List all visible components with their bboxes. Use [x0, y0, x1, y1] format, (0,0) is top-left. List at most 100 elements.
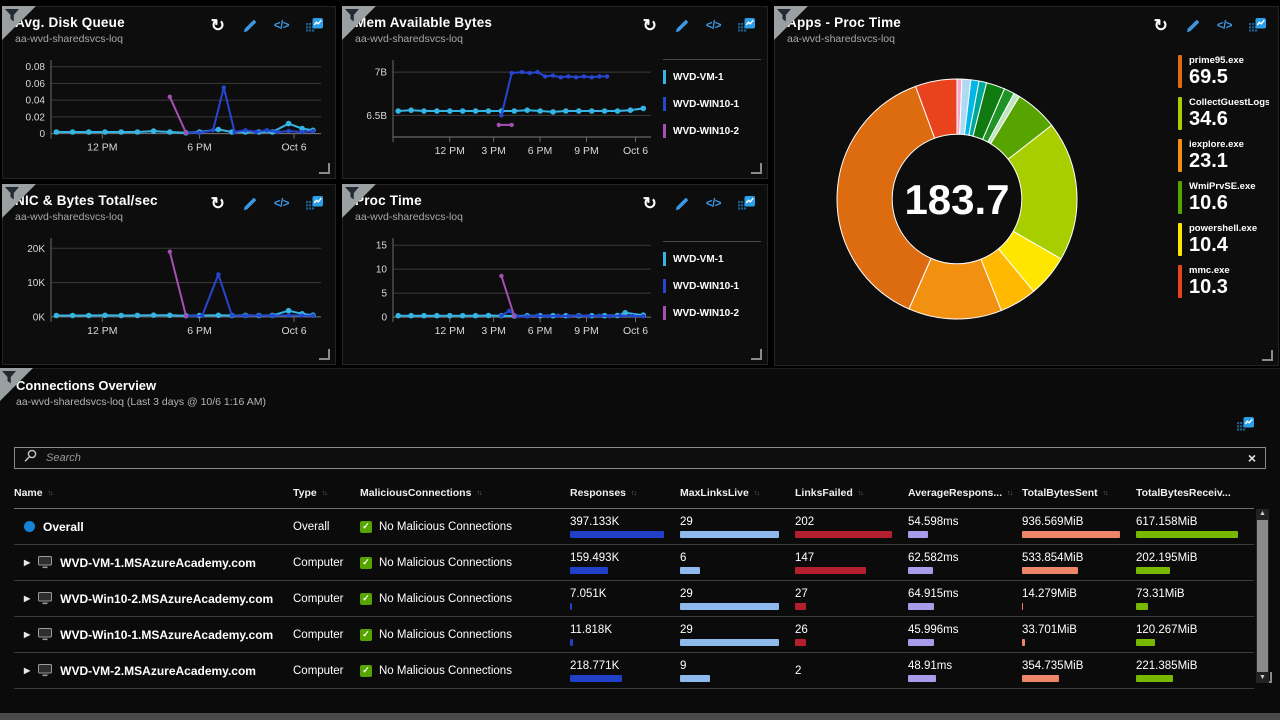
svg-text:0K: 0K [33, 312, 46, 323]
code-icon[interactable]: </> [705, 198, 722, 210]
column-header[interactable]: TotalBytesSent ↑↓ [1022, 487, 1109, 499]
donut-legend-item[interactable]: powershell.exe 10.4 [1178, 223, 1270, 256]
code-icon[interactable]: </> [273, 198, 290, 210]
edit-icon[interactable] [674, 19, 689, 34]
metric-value: 27 [795, 588, 808, 600]
table-row[interactable]: Overall Overall ✓ No Malicious Connections 3… [14, 509, 1254, 545]
legend-item[interactable]: WVD-VM-1 [663, 70, 761, 84]
metric-bar [908, 603, 934, 610]
tile-nic-bytes-total: NIC & Bytes Total/sec aa-wvd-sharedsvcs-… [2, 184, 336, 365]
open-in-logs-icon[interactable] [738, 18, 755, 34]
sort-icon[interactable]: ↑↓ [476, 489, 482, 497]
expand-chevron-icon[interactable]: ▶ [24, 666, 31, 675]
metric-bar [795, 639, 806, 646]
tile-subtitle: aa-wvd-sharedsvcs-loq [355, 33, 463, 45]
code-icon[interactable]: </> [1216, 20, 1233, 32]
donut-legend-item[interactable]: mmc.exe 10.3 [1178, 265, 1270, 298]
donut-legend-item[interactable]: CollectGuestLogs...34.6 [1178, 97, 1270, 130]
resize-handle[interactable] [319, 163, 330, 174]
filter-funnel-icon[interactable] [0, 368, 33, 402]
sort-icon[interactable]: ↑↓ [631, 489, 637, 497]
donut-legend-item[interactable]: iexplore.exe 23.1 [1178, 139, 1270, 172]
filter-funnel-icon[interactable] [342, 184, 376, 218]
metric-cell: 936.569MiB [1022, 515, 1136, 538]
edit-icon[interactable] [1185, 19, 1200, 34]
filter-funnel-icon[interactable] [774, 6, 808, 40]
column-header[interactable]: TotalBytesReceiv... [1136, 487, 1231, 499]
filter-funnel-icon[interactable] [2, 6, 36, 40]
column-header[interactable]: LinksFailed ↑↓ [795, 487, 864, 499]
row-name-cell[interactable]: ▶ WVD-VM-2.MSAzureAcademy.com [14, 664, 293, 678]
column-header[interactable]: Responses ↑↓ [570, 487, 637, 499]
donut-legend-item[interactable]: prime95.exe 69.5 [1178, 55, 1270, 88]
sort-icon[interactable]: ↑↓ [1102, 489, 1109, 497]
filter-funnel-icon[interactable] [342, 6, 376, 40]
legend-item[interactable]: WVD-WIN10-2 [663, 306, 761, 320]
donut-legend-item[interactable]: WmiPrvSE.exe 10.6 [1178, 181, 1270, 214]
table-header-row: Name ↑↓ Type ↑↓ MaliciousConnections ↑↓ Respon… [14, 479, 1254, 509]
sort-icon[interactable]: ↑↓ [47, 489, 54, 497]
column-header[interactable]: Name ↑↓ [14, 487, 54, 499]
open-in-logs-icon[interactable] [306, 196, 323, 212]
row-malicious: ✓ No Malicious Connections [360, 628, 570, 641]
refresh-icon[interactable]: ↻ [210, 16, 225, 35]
legend-label: WVD-VM-1 [673, 253, 724, 265]
refresh-icon[interactable]: ↻ [210, 194, 225, 213]
metric-cell: 73.31MiB [1136, 587, 1254, 610]
refresh-icon[interactable]: ↻ [642, 16, 657, 35]
column-header[interactable]: AverageRespons... ↑↓ [908, 487, 1013, 499]
code-icon[interactable]: </> [273, 20, 290, 32]
column-header[interactable]: MaxLinksLive ↑↓ [680, 487, 760, 499]
legend-item[interactable]: WVD-VM-1 [663, 252, 761, 266]
table-row[interactable]: ▶ WVD-VM-2.MSAzureAcademy.com Computer ✓ No … [14, 653, 1254, 689]
resize-handle[interactable] [1262, 350, 1273, 361]
row-name-cell[interactable]: ▶ WVD-Win10-1.MSAzureAcademy.com [14, 628, 293, 642]
sort-icon[interactable]: ↑↓ [1007, 489, 1013, 497]
open-in-logs-icon[interactable] [1249, 18, 1266, 34]
open-in-logs-icon[interactable] [306, 18, 323, 34]
metric-cell: 26 [795, 623, 908, 646]
resize-handle[interactable] [751, 163, 762, 174]
clear-search-icon[interactable]: × [1247, 450, 1256, 466]
metric-bar [680, 603, 779, 610]
expand-chevron-icon[interactable]: ▶ [24, 558, 31, 567]
metric-value: 120.267MiB [1136, 624, 1198, 636]
expand-chevron-icon[interactable]: ▶ [24, 630, 31, 639]
search-input[interactable]: Search × [14, 447, 1266, 469]
edit-icon[interactable] [242, 197, 257, 212]
row-malicious: ✓ No Malicious Connections [360, 556, 570, 569]
legend-item[interactable]: WVD-WIN10-2 [663, 124, 761, 138]
open-in-logs-icon[interactable] [738, 196, 755, 212]
table-scrollbar[interactable]: ▲ ▼ [1256, 509, 1269, 683]
sort-icon[interactable]: ↑↓ [753, 489, 760, 497]
sort-icon[interactable]: ↑↓ [857, 489, 864, 497]
column-header[interactable]: Type ↑↓ [293, 487, 328, 499]
open-in-logs-icon[interactable] [1237, 417, 1254, 438]
bottom-strip [0, 713, 1280, 720]
legend-app-value: 34.6 [1189, 108, 1228, 130]
scroll-up-icon[interactable]: ▲ [1259, 510, 1266, 517]
table-row[interactable]: ▶ WVD-Win10-2.MSAzureAcademy.com Computer ✓… [14, 581, 1254, 617]
column-header[interactable]: MaliciousConnections ↑↓ [360, 487, 482, 499]
table-row[interactable]: ▶ WVD-VM-1.MSAzureAcademy.com Computer ✓ No … [14, 545, 1254, 581]
resize-handle[interactable] [751, 349, 762, 360]
scroll-thumb[interactable] [1257, 520, 1268, 672]
legend-item[interactable]: WVD-WIN10-1 [663, 279, 761, 293]
refresh-icon[interactable]: ↻ [642, 194, 657, 213]
sort-icon[interactable]: ↑↓ [321, 489, 328, 497]
scroll-down-icon[interactable]: ▼ [1259, 674, 1266, 681]
expand-chevron-icon[interactable]: ▶ [24, 594, 31, 603]
legend-item[interactable]: WVD-WIN10-1 [663, 97, 761, 111]
row-name-cell[interactable]: ▶ WVD-VM-1.MSAzureAcademy.com [14, 556, 293, 570]
table-row[interactable]: ▶ WVD-Win10-1.MSAzureAcademy.com Computer ✓… [14, 617, 1254, 653]
edit-icon[interactable] [242, 19, 257, 34]
svg-text:12 PM: 12 PM [87, 325, 117, 337]
edit-icon[interactable] [674, 197, 689, 212]
refresh-icon[interactable]: ↻ [1153, 16, 1168, 35]
filter-funnel-icon[interactable] [2, 184, 36, 218]
row-name-cell[interactable]: ▶ WVD-Win10-2.MSAzureAcademy.com [14, 592, 293, 606]
metric-cell: 29 [680, 587, 795, 610]
resize-handle[interactable] [319, 349, 330, 360]
code-icon[interactable]: </> [705, 20, 722, 32]
row-name-cell[interactable]: Overall [14, 520, 293, 534]
